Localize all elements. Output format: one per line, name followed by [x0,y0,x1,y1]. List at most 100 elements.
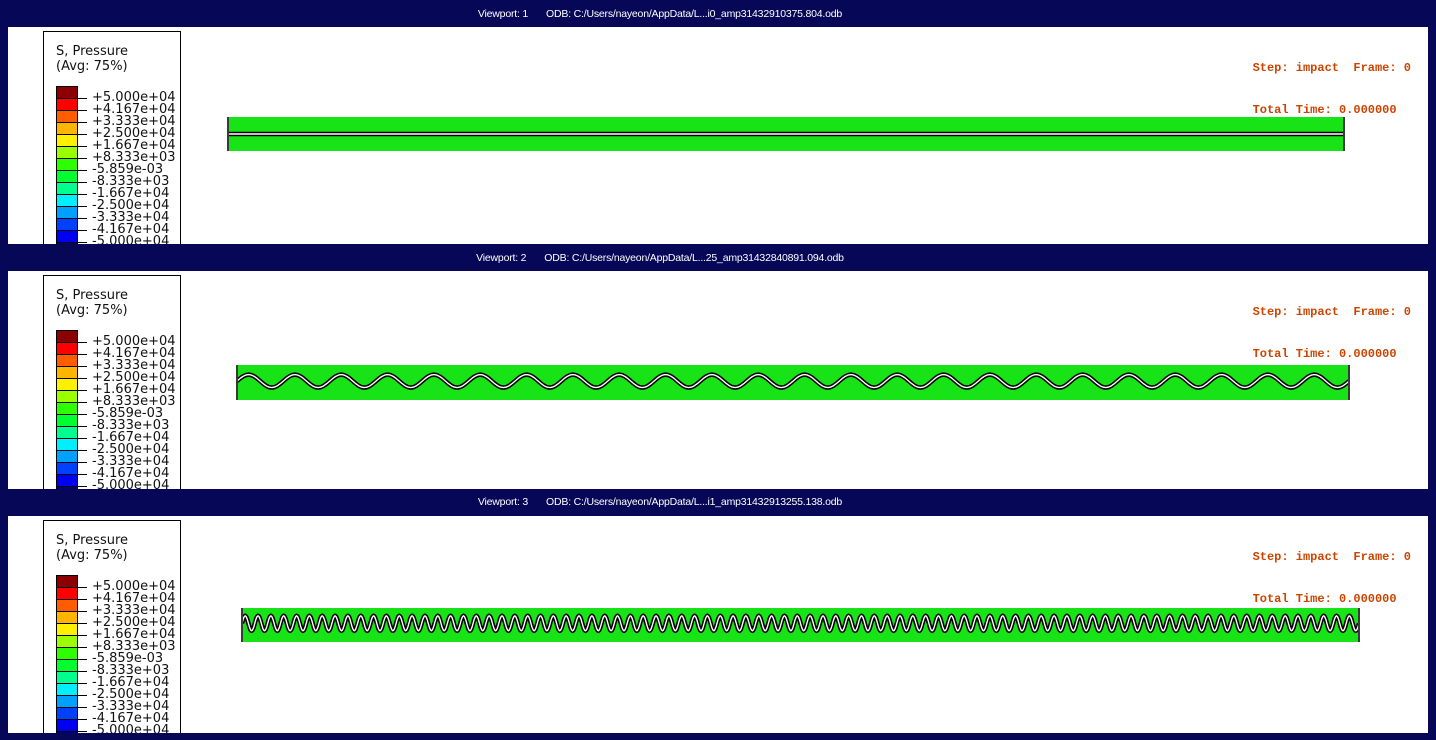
legend-tick [78,158,87,159]
legend-tick [78,730,87,732]
legend-value-label: +2.500e+04 [92,370,176,386]
legend-tick [78,682,87,684]
legend-value-label: +5.000e+04 [92,578,176,594]
legend-tick [78,426,87,428]
legend-tick [78,98,87,99]
step-line: Step: impact Frame: 0 [1252,549,1411,564]
legend-value-label: -2.500e+04 [92,198,170,213]
legend-value-label: -5.859e-03 [92,650,164,666]
viewport-3-canvas[interactable]: S, Pressure (Avg: 75%) +5.000e+04 +4.167e… [8,515,1428,733]
legend-swatch [56,730,78,733]
legend-value-label: -1.667e+04 [92,186,170,201]
viewport-2-canvas[interactable]: S, Pressure (Avg: 75%) +5.000e+04 +4.167e… [8,271,1428,489]
legend-value-label: -4.167e+04 [92,710,170,726]
legend-tick [78,598,87,600]
legend-value-label: -5.859e-03 [92,162,164,177]
legend-value-label: -8.333e+03 [92,662,170,678]
legend-value-label: -4.167e+04 [92,466,170,482]
legend-tick [78,242,87,243]
viewport-2-odb-path: ODB: C:/Users/nayeon/AppData/L...25_amp3… [544,251,844,264]
legend-tick [78,342,87,344]
legend-tick [78,146,87,147]
viewport-3-odb-path: ODB: C:/Users/nayeon/AppData/L...i1_amp3… [546,496,843,509]
legend-color-scale: +5.000e+04 +4.167e+04 +3.333e+04 +2.500e+04… [56,330,178,489]
total-time-line: Total Time: 0.000000 [1252,591,1397,606]
legend-tick [78,390,87,392]
legend-tick [78,182,87,183]
legend-value-label: -2.500e+04 [92,442,170,458]
viewport-1-canvas[interactable]: S, Pressure (Avg: 75%) +5.000e+04 +4.167e… [8,27,1428,245]
legend-tick [78,206,87,207]
legend-tick [78,438,87,440]
legend-color-scale: +5.000e+04 +4.167e+04 +3.333e+04 +2.500e+04… [56,86,178,245]
legend-value-label: +8.333e+03 [92,638,176,654]
viewport-2: Viewport: 2 ODB: C:/Users/nayeon/AppData… [0,244,1436,489]
legend-tick [78,378,87,380]
step-frame-annotation: Step: impact Frame: 0 Total Time: 0.0000… [1253,33,1411,145]
legend-value-label: +2.500e+04 [92,126,176,141]
legend-tick [78,194,87,195]
viewport-1-title: Viewport: 1 [477,7,529,20]
legend-value-label: +2.500e+04 [92,614,176,630]
contour-legend: S, Pressure (Avg: 75%) +5.000e+04 +4.167e… [43,519,181,733]
step-line: Step: impact Frame: 0 [1252,61,1411,75]
legend-value-label: +3.333e+04 [92,358,176,374]
legend-color-scale: +5.000e+04 +4.167e+04 +3.333e+04 +2.500e+04… [56,574,178,733]
legend-tick [78,658,87,660]
legend-tick [78,670,87,672]
legend-value-label: +8.333e+03 [92,394,176,410]
legend-value-label: +4.167e+04 [92,102,176,117]
viewport-1: Viewport: 1 ODB: C:/Users/nayeon/AppData… [0,0,1436,245]
legend-tick [78,402,87,404]
viewport-1-titlebar[interactable]: Viewport: 1 ODB: C:/Users/nayeon/AppData… [0,0,1436,27]
legend-tick [78,170,87,171]
legend-value-label: -5.000e+04 [92,722,170,733]
legend-value-label: -3.333e+04 [92,210,170,225]
viewport-1-odb-path: ODB: C:/Users/nayeon/AppData/L...i0_amp3… [546,7,843,20]
legend-value-label: +5.000e+04 [92,90,176,105]
legend-title: S, Pressure [56,44,129,59]
legend-tick [78,230,87,231]
legend-tick [78,122,87,123]
legend-subtitle: (Avg: 75%) [56,303,128,319]
legend-value-label: +4.167e+04 [92,590,176,606]
legend-value-label: +1.667e+04 [92,138,176,153]
legend-swatch [56,242,78,245]
legend-title: S, Pressure [56,532,129,548]
legend-tick [78,706,87,708]
legend-tick [78,414,87,416]
legend-tick [78,354,87,356]
deformed-model-dense-wavy [241,607,1360,642]
viewport-3: Viewport: 3 ODB: C:/Users/nayeon/AppData… [0,488,1436,733]
legend-value-label: +1.667e+04 [92,626,176,642]
legend-tick [78,450,87,452]
step-frame-annotation: Step: impact Frame: 0 Total Time: 0.0000… [1253,522,1411,634]
legend-title: S, Pressure [56,288,129,304]
legend-value-label: +4.167e+04 [92,346,176,362]
viewport-2-title: Viewport: 2 [476,251,527,264]
legend-value-label: -2.500e+04 [92,686,170,702]
legend-value-label: +3.333e+04 [92,114,176,129]
legend-tick [78,110,87,111]
viewport-3-titlebar[interactable]: Viewport: 3 ODB: C:/Users/nayeon/AppData… [0,488,1436,516]
legend-value-label: -1.667e+04 [92,674,170,690]
step-frame-annotation: Step: impact Frame: 0 Total Time: 0.0000… [1253,277,1411,389]
legend-swatch [56,486,78,489]
legend-value-label: -8.333e+03 [92,174,170,189]
viewport-2-titlebar[interactable]: Viewport: 2 ODB: C:/Users/nayeon/AppData… [0,244,1436,272]
legend-value-label: -3.333e+04 [92,698,170,714]
legend-tick [78,462,87,464]
legend-tick [78,134,87,135]
total-time-line: Total Time: 0.000000 [1252,347,1397,362]
legend-value-label: -3.333e+04 [92,454,170,470]
legend-value-label: +8.333e+03 [92,150,176,165]
legend-subtitle: (Avg: 75%) [56,59,128,74]
legend-tick [78,218,87,219]
deformed-model-wavy [236,365,1350,401]
legend-subtitle: (Avg: 75%) [56,547,128,563]
legend-value-label: -8.333e+03 [92,418,170,434]
legend-value-label: -4.167e+04 [92,222,170,237]
viewport-3-title: Viewport: 3 [477,496,529,509]
legend-value-label: -5.000e+04 [92,234,170,245]
